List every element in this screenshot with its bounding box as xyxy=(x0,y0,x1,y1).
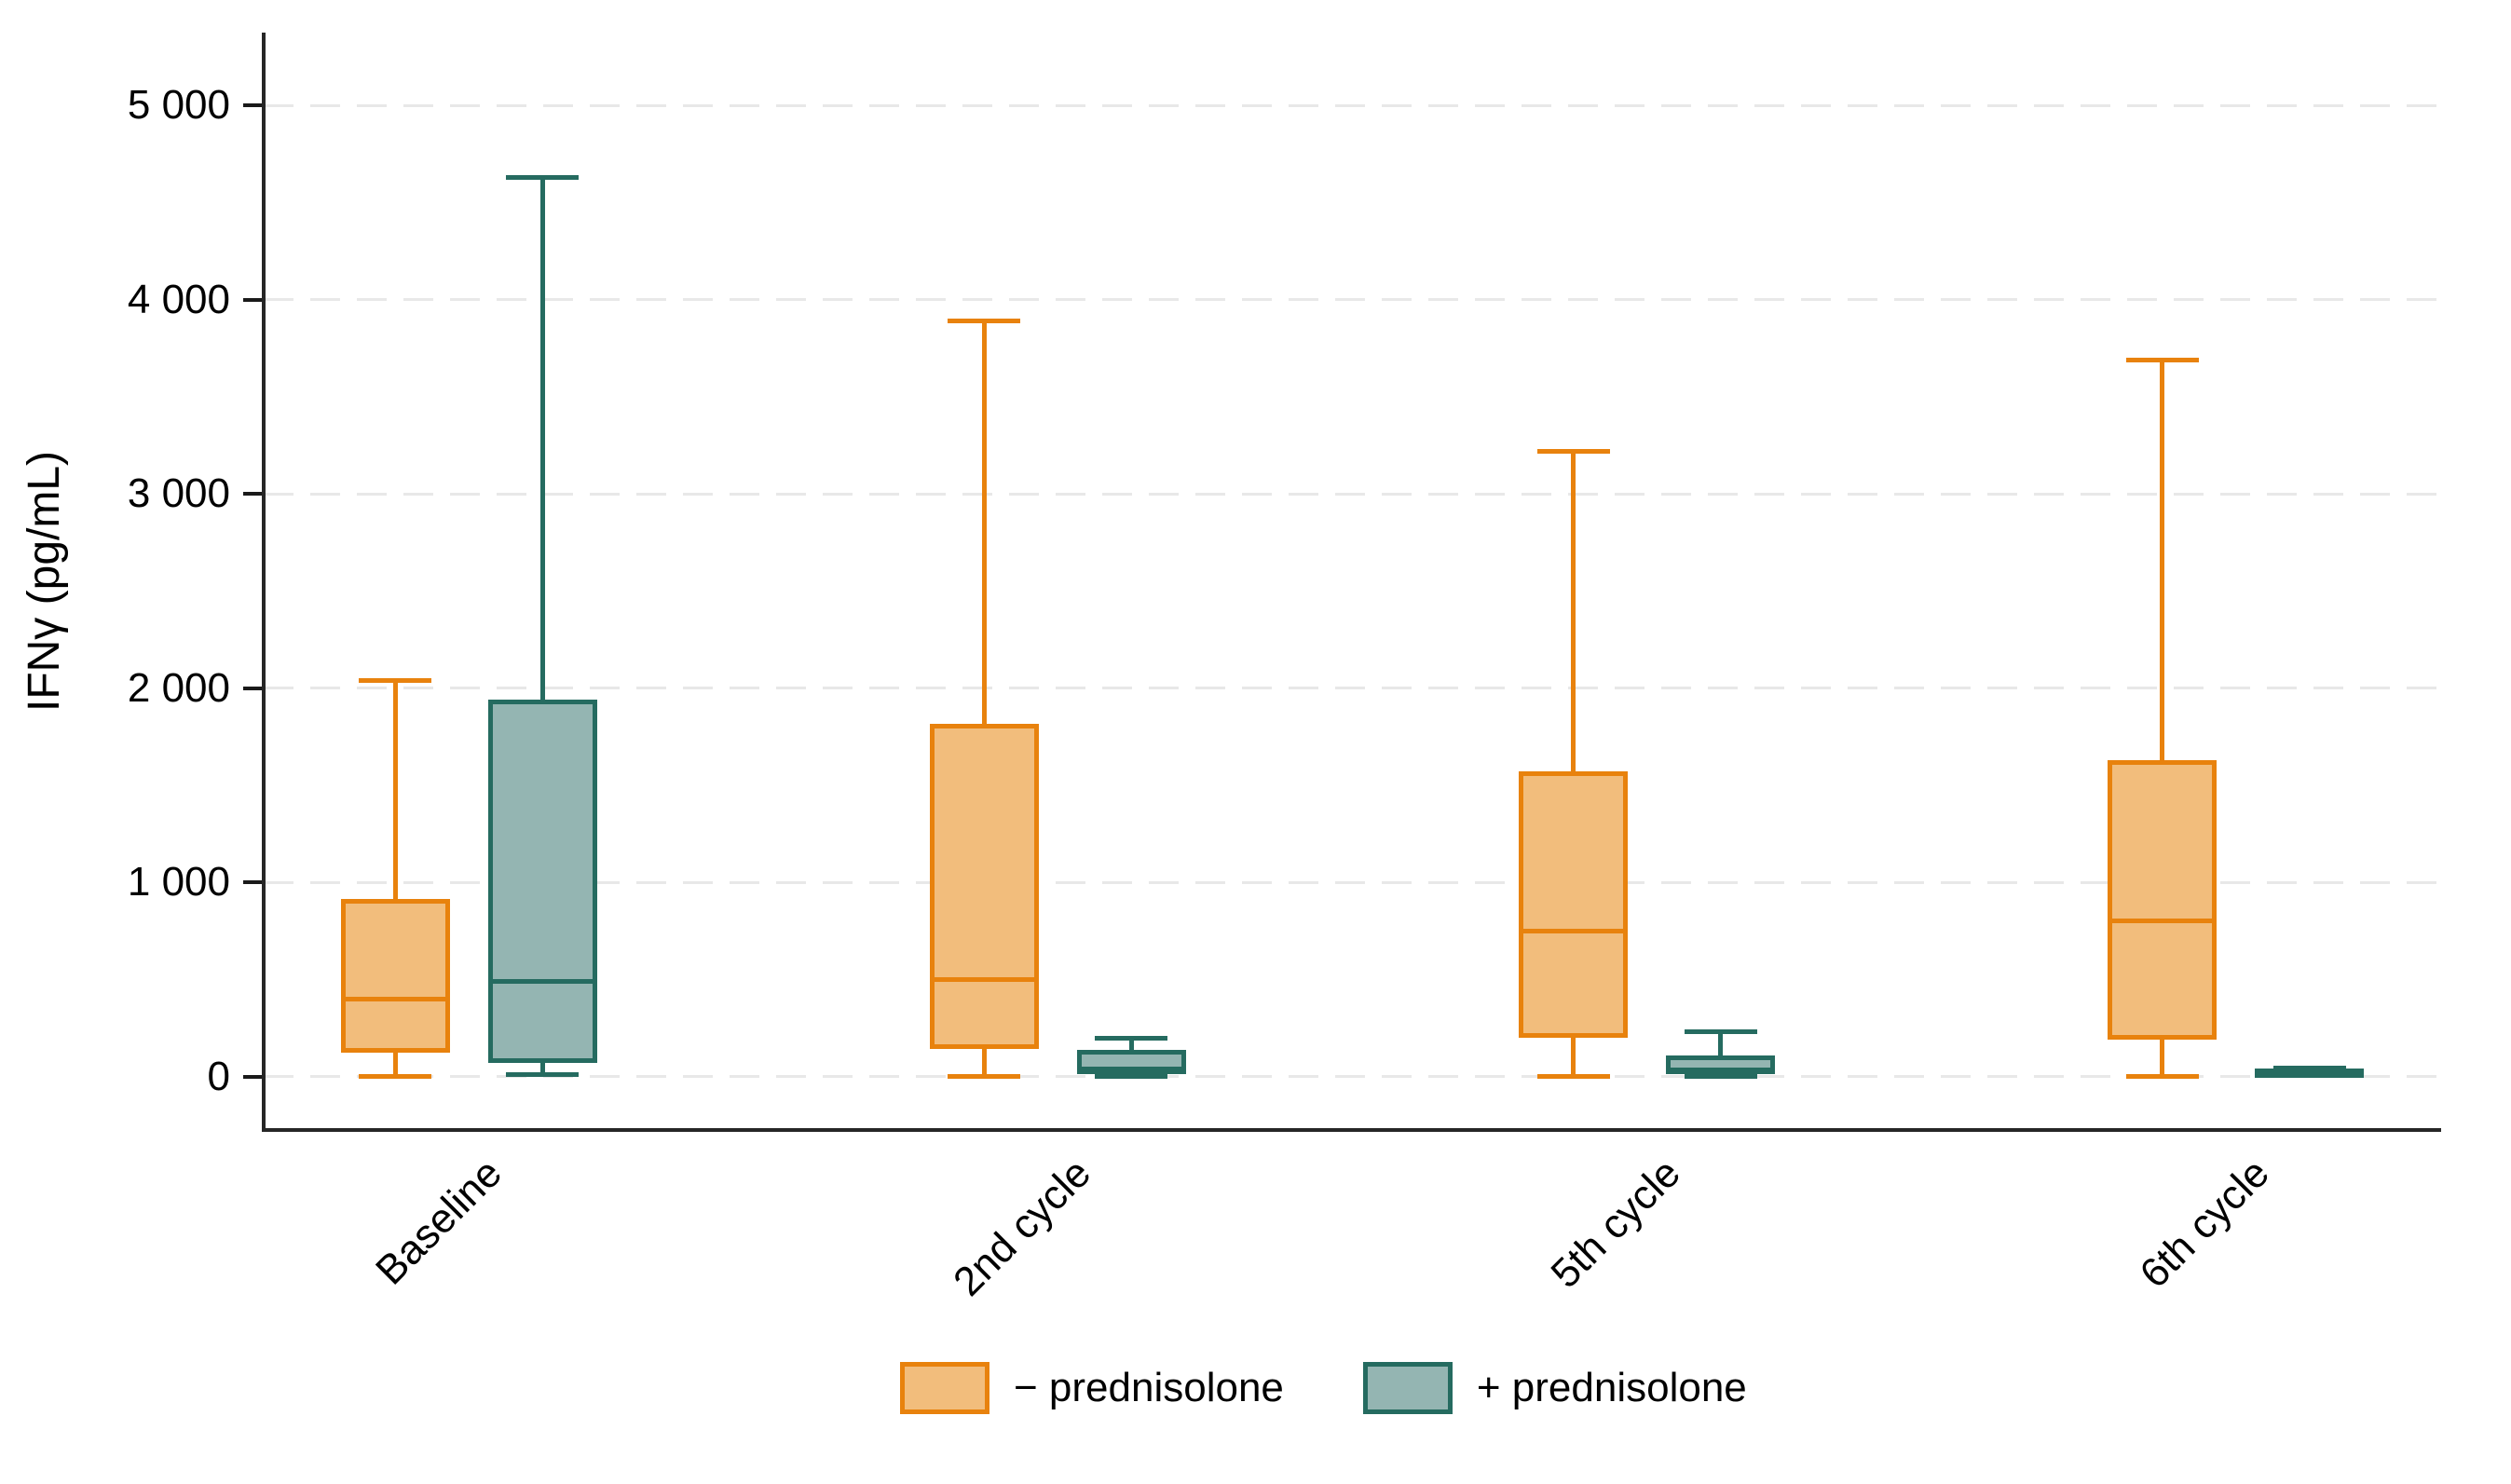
median-6th-cycle-minus-prednisolone xyxy=(2112,919,2213,924)
y-tick-mark-3000 xyxy=(243,492,264,496)
median-5th-cycle-plus-prednisolone xyxy=(1671,1068,1771,1073)
legend-swatch-minus-prednisolone xyxy=(900,1362,989,1414)
gridline-5000 xyxy=(264,103,2441,107)
whisker-upper-2nd-cycle-plus-prednisolone xyxy=(1128,1038,1134,1051)
whisker-cap-upper-5th-cycle-minus-prednisolone xyxy=(1536,448,1610,454)
y-tick-mark-0 xyxy=(243,1074,264,1079)
legend: − prednisolone + prednisolone xyxy=(900,1362,1747,1414)
whisker-lower-baseline-plus-prednisolone xyxy=(539,1062,545,1075)
y-tick-mark-1000 xyxy=(243,880,264,884)
legend-swatch-plus-prednisolone xyxy=(1362,1362,1453,1414)
whisker-upper-6th-cycle-minus-prednisolone xyxy=(2160,360,2165,760)
y-tick-label-2000: 2 000 xyxy=(127,664,230,711)
whisker-lower-5th-cycle-minus-prednisolone xyxy=(1571,1037,1576,1077)
legend-item-minus-prednisolone: − prednisolone xyxy=(900,1362,1284,1414)
legend-label-minus-prednisolone: − prednisolone xyxy=(1014,1365,1284,1410)
whisker-cap-upper-2nd-cycle-plus-prednisolone xyxy=(1095,1036,1168,1042)
y-tick-label-3000: 3 000 xyxy=(127,470,230,516)
median-6th-cycle-plus-prednisolone xyxy=(2259,1069,2360,1074)
y-tick-label-4000: 4 000 xyxy=(127,276,230,322)
whisker-upper-5th-cycle-plus-prednisolone xyxy=(1718,1031,1724,1055)
whisker-cap-upper-5th-cycle-plus-prednisolone xyxy=(1684,1029,1757,1035)
box-6th-cycle-minus-prednisolone xyxy=(2108,759,2218,1040)
whisker-cap-lower-baseline-minus-prednisolone xyxy=(359,1074,431,1079)
box-baseline-plus-prednisolone xyxy=(487,700,597,1063)
median-baseline-minus-prednisolone xyxy=(345,996,445,1001)
median-2nd-cycle-plus-prednisolone xyxy=(1081,1066,1181,1071)
x-tick-label-baseline: Baseline xyxy=(367,1150,512,1294)
y-tick-mark-5000 xyxy=(243,103,264,107)
gridline-4000 xyxy=(264,298,2441,301)
whisker-cap-lower-baseline-plus-prednisolone xyxy=(506,1071,579,1077)
whisker-lower-6th-cycle-minus-prednisolone xyxy=(2160,1039,2165,1077)
whisker-upper-5th-cycle-minus-prednisolone xyxy=(1571,451,1576,772)
box-2nd-cycle-minus-prednisolone xyxy=(929,724,1039,1050)
median-5th-cycle-minus-prednisolone xyxy=(1523,928,1624,933)
gridline-3000 xyxy=(264,492,2441,496)
y-tick-mark-4000 xyxy=(243,297,264,302)
gridline-2000 xyxy=(264,687,2441,689)
y-tick-label-5000: 5 000 xyxy=(127,82,230,128)
median-baseline-plus-prednisolone xyxy=(492,978,593,984)
whisker-cap-upper-2nd-cycle-minus-prednisolone xyxy=(948,318,1021,323)
y-tick-label-1000: 1 000 xyxy=(127,859,230,905)
whisker-upper-baseline-plus-prednisolone xyxy=(539,177,545,700)
legend-item-plus-prednisolone: + prednisolone xyxy=(1362,1362,1747,1414)
whisker-upper-2nd-cycle-minus-prednisolone xyxy=(981,320,987,725)
whisker-cap-upper-6th-cycle-minus-prednisolone xyxy=(2125,357,2199,362)
y-axis-line xyxy=(262,33,266,1130)
y-axis-title: IFNγ (pg/mL) xyxy=(20,450,69,713)
box-5th-cycle-minus-prednisolone xyxy=(1519,771,1629,1038)
x-tick-label-6th-cycle: 6th cycle xyxy=(2131,1150,2279,1298)
x-tick-label-2nd-cycle: 2nd cycle xyxy=(945,1150,1100,1305)
y-tick-label-0: 0 xyxy=(207,1053,230,1099)
whisker-cap-lower-6th-cycle-minus-prednisolone xyxy=(2125,1074,2199,1079)
whisker-lower-2nd-cycle-minus-prednisolone xyxy=(981,1049,987,1077)
median-2nd-cycle-minus-prednisolone xyxy=(934,976,1034,982)
whisker-lower-baseline-minus-prednisolone xyxy=(392,1053,398,1077)
gridline-0 xyxy=(264,1075,2441,1078)
x-axis-line xyxy=(262,1128,2441,1132)
whisker-cap-upper-6th-cycle-plus-prednisolone xyxy=(2272,1065,2346,1070)
whisker-cap-lower-2nd-cycle-minus-prednisolone xyxy=(948,1074,1021,1079)
legend-label-plus-prednisolone: + prednisolone xyxy=(1476,1365,1747,1410)
x-tick-label-5th-cycle: 5th cycle xyxy=(1542,1150,1689,1298)
whisker-cap-lower-2nd-cycle-plus-prednisolone xyxy=(1095,1074,1168,1079)
box-baseline-minus-prednisolone xyxy=(340,898,450,1054)
whisker-cap-upper-baseline-minus-prednisolone xyxy=(359,677,431,683)
y-tick-mark-2000 xyxy=(243,686,264,690)
gridline-1000 xyxy=(264,880,2441,884)
whisker-cap-lower-5th-cycle-minus-prednisolone xyxy=(1536,1074,1610,1079)
whisker-cap-lower-5th-cycle-plus-prednisolone xyxy=(1684,1074,1757,1079)
whisker-cap-upper-baseline-plus-prednisolone xyxy=(506,174,579,180)
whisker-upper-baseline-minus-prednisolone xyxy=(392,680,398,899)
